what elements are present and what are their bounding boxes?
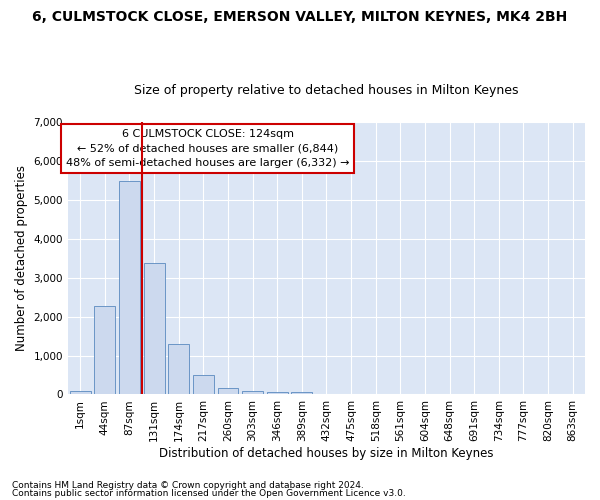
X-axis label: Distribution of detached houses by size in Milton Keynes: Distribution of detached houses by size … [159,447,494,460]
Bar [168,344,189,395]
Bar [193,375,214,394]
Bar [292,392,313,394]
Bar [143,263,164,394]
Y-axis label: Number of detached properties: Number of detached properties [15,165,28,351]
Text: Contains HM Land Registry data © Crown copyright and database right 2024.: Contains HM Land Registry data © Crown c… [12,481,364,490]
Text: 6 CULMSTOCK CLOSE: 124sqm
← 52% of detached houses are smaller (6,844)
48% of se: 6 CULMSTOCK CLOSE: 124sqm ← 52% of detac… [66,128,349,168]
Bar [94,306,115,394]
Bar [242,390,263,394]
Bar [70,390,91,394]
Bar [218,388,238,394]
Text: 6, CULMSTOCK CLOSE, EMERSON VALLEY, MILTON KEYNES, MK4 2BH: 6, CULMSTOCK CLOSE, EMERSON VALLEY, MILT… [32,10,568,24]
Bar [119,181,140,394]
Bar [267,392,287,394]
Text: Contains public sector information licensed under the Open Government Licence v3: Contains public sector information licen… [12,488,406,498]
Title: Size of property relative to detached houses in Milton Keynes: Size of property relative to detached ho… [134,84,519,97]
